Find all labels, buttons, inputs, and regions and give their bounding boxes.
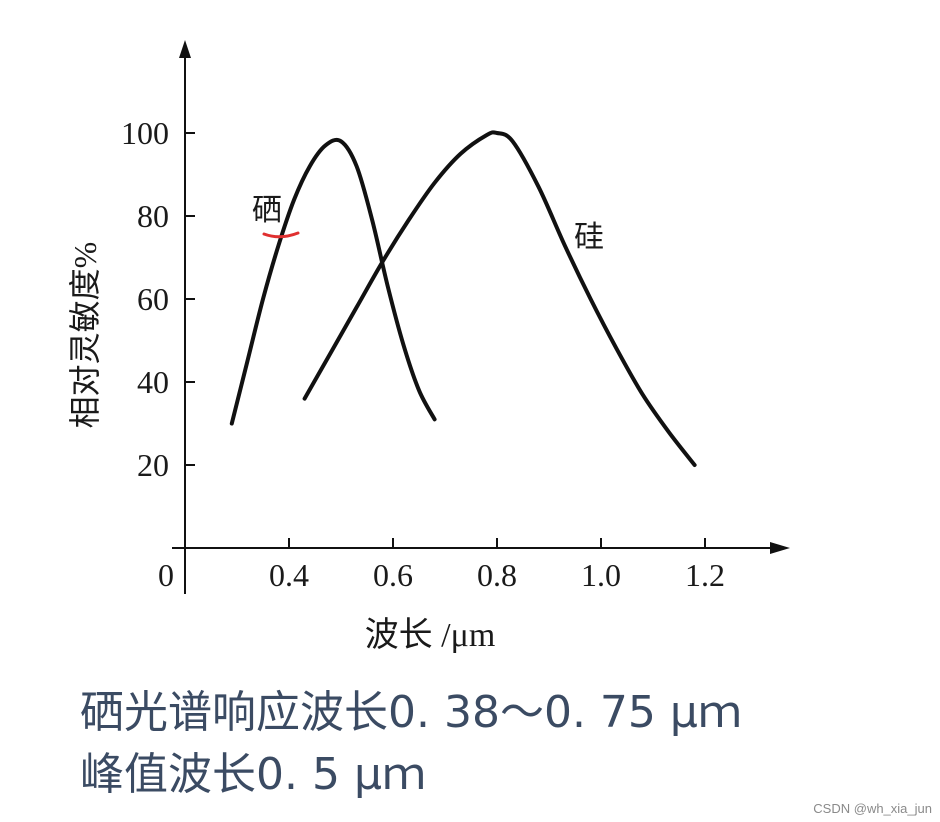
series-label-se: 硒 bbox=[252, 194, 282, 227]
series-line-si bbox=[302, 130, 697, 467]
annotation-mark bbox=[262, 231, 300, 239]
y-tick-label: 60 bbox=[137, 281, 169, 317]
y-tick-label: 40 bbox=[137, 364, 169, 400]
y-tick-label: 20 bbox=[137, 447, 169, 483]
y-axis-arrow bbox=[179, 40, 191, 58]
series-line-se bbox=[229, 137, 437, 426]
x-tick-label: 0.8 bbox=[477, 557, 517, 593]
x-tick-label: 1.0 bbox=[581, 557, 621, 593]
caption-response-range: 硒光谱响应波长0. 38～0. 75 μｍ bbox=[80, 687, 742, 738]
x-tick-label: 1.2 bbox=[685, 557, 725, 593]
x-origin-label: 0 bbox=[158, 557, 174, 593]
x-tick-label: 0.6 bbox=[373, 557, 413, 593]
chart-curves bbox=[229, 130, 697, 467]
caption-peak-wavelength: 峰值波长0. 5 μｍ bbox=[80, 749, 426, 800]
x-axis-title: 波长 /μm bbox=[365, 616, 496, 654]
series-label-si: 硅 bbox=[574, 221, 604, 254]
x-tick-label: 0.4 bbox=[269, 557, 309, 593]
y-tick-label: 80 bbox=[137, 198, 169, 234]
watermark: CSDN @wh_xia_jun bbox=[813, 801, 932, 816]
y-tick-label: 100 bbox=[121, 115, 169, 151]
chart-ticks: 20 40 60 80 100 0.4 0.6 0.8 1.0 1.2 0 bbox=[121, 115, 725, 593]
chart-axes bbox=[172, 40, 790, 594]
x-axis-arrow bbox=[770, 542, 790, 554]
y-axis-title: 相对灵敏度% bbox=[67, 242, 103, 429]
